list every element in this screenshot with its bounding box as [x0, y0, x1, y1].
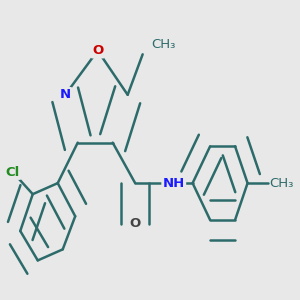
Text: O: O — [92, 44, 103, 57]
Text: Cl: Cl — [6, 166, 20, 178]
Text: NH: NH — [163, 177, 185, 190]
Text: CH₃: CH₃ — [269, 177, 293, 190]
Text: N: N — [60, 88, 71, 101]
Text: O: O — [130, 217, 141, 230]
Text: CH₃: CH₃ — [152, 38, 176, 51]
